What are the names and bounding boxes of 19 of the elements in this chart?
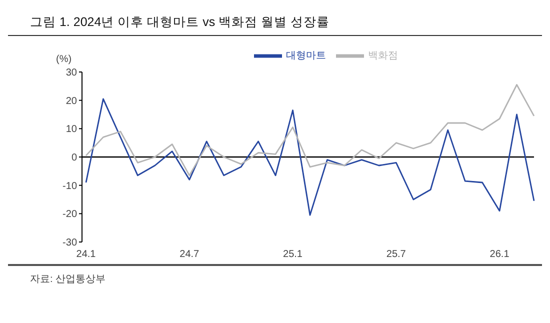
x-tick-label: 25.1 — [283, 249, 303, 260]
line-series — [85, 98, 535, 216]
x-tick-label: 26.1 — [490, 249, 510, 260]
y-tick-label: 10 — [66, 124, 78, 136]
x-tick-label: 25.7 — [386, 249, 406, 260]
y-tick-label: 20 — [66, 96, 78, 107]
chart-title: 그림 1. 2024년 이후 대형마트 vs 백화점 월별 성장률 — [8, 8, 542, 36]
y-tick-label: 30 — [66, 68, 78, 79]
legend-label: 백화점 — [368, 50, 398, 62]
y-tick-label: -10 — [62, 180, 78, 192]
line-series — [85, 84, 535, 176]
text: 자료: 산업통상부 — [30, 273, 107, 286]
y-tick-label: -20 — [62, 209, 78, 220]
y-tick-label: -30 — [62, 238, 78, 249]
legend-label: 대형마트 — [286, 50, 326, 62]
x-tick-label: 24.1 — [76, 249, 96, 260]
y-axis-title: (%) — [56, 54, 72, 65]
y-tick-label: 0 — [71, 152, 78, 164]
x-tick-label: 24.7 — [180, 249, 200, 260]
